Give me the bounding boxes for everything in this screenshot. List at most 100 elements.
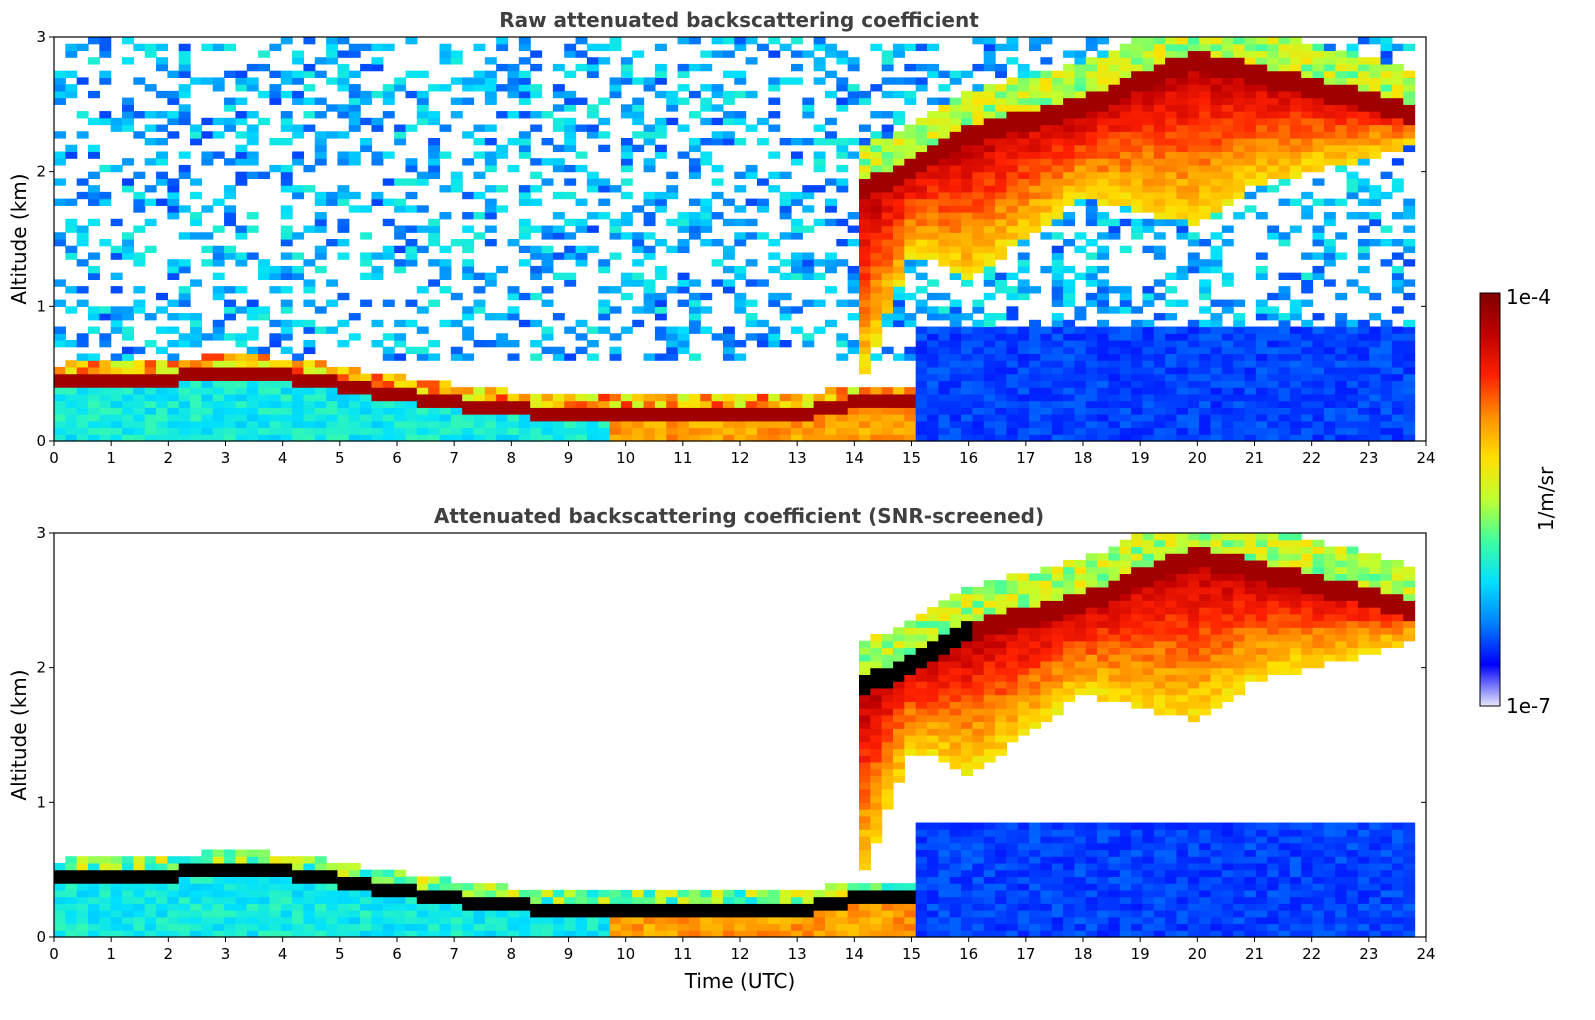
heatmap-cell — [1199, 319, 1212, 328]
heatmap-cell — [348, 43, 361, 52]
heatmap-cell — [927, 212, 939, 220]
heatmap-cell — [280, 225, 293, 233]
heatmap-cell — [790, 910, 803, 918]
heatmap-cell — [473, 77, 486, 85]
heatmap-cell — [201, 883, 214, 891]
heatmap-cell — [280, 77, 293, 85]
heatmap-cell — [881, 728, 894, 736]
heatmap-cell — [394, 340, 407, 348]
heatmap-cell — [1029, 286, 1042, 294]
heatmap-cell — [212, 272, 225, 280]
heatmap-cell — [303, 380, 316, 388]
heatmap-cell — [110, 306, 123, 314]
heatmap-cell — [1289, 414, 1302, 422]
heatmap-cell — [303, 387, 316, 395]
heatmap-cell — [813, 151, 826, 159]
heatmap-cell — [212, 292, 225, 301]
heatmap-cell — [1323, 218, 1336, 227]
heatmap-cell — [1210, 104, 1223, 112]
heatmap-cell — [620, 279, 633, 287]
heatmap-cell — [518, 37, 531, 45]
heatmap-cell — [904, 434, 917, 442]
heatmap-cell — [1029, 178, 1042, 186]
heatmap-cell — [824, 923, 837, 931]
heatmap-cell — [1346, 407, 1359, 415]
heatmap-cell — [1153, 400, 1166, 408]
heatmap-cell — [972, 225, 985, 233]
heatmap-cell — [1097, 265, 1110, 274]
heatmap-cell — [1085, 104, 1098, 112]
heatmap-cell — [666, 903, 679, 911]
heatmap-cell — [190, 393, 202, 402]
heatmap-cell — [1187, 252, 1200, 260]
heatmap-cell — [1142, 407, 1155, 415]
heatmap-cell — [1153, 313, 1166, 321]
heatmap-cell — [688, 916, 701, 925]
heatmap-cell — [88, 353, 100, 361]
heatmap-cell — [530, 434, 543, 442]
heatmap-cell — [859, 836, 871, 844]
heatmap-cell — [258, 313, 271, 321]
heatmap-cell — [99, 306, 112, 314]
heatmap-cell — [1097, 70, 1110, 78]
heatmap-cell — [348, 373, 361, 381]
heatmap-cell — [224, 862, 237, 871]
heatmap-cell — [790, 191, 803, 200]
heatmap-cell — [1051, 414, 1064, 422]
heatmap-cell — [1403, 205, 1416, 213]
heatmap-cell — [847, 420, 860, 429]
heatmap-cell — [1369, 313, 1382, 321]
heatmap-cell — [496, 889, 509, 898]
heatmap-cell — [269, 319, 282, 328]
heatmap-cell — [246, 849, 259, 857]
heatmap-cell — [518, 144, 531, 153]
heatmap-cell — [779, 414, 792, 422]
heatmap-cell — [1244, 158, 1257, 166]
heatmap-cell — [938, 434, 951, 442]
heatmap-cell — [1108, 57, 1121, 65]
heatmap-cell — [961, 340, 973, 348]
heatmap-cell — [1210, 77, 1223, 85]
heatmap-cell — [122, 420, 134, 429]
heatmap-cell — [1153, 353, 1166, 361]
heatmap-cell — [541, 414, 554, 422]
heatmap-cell — [620, 138, 633, 146]
heatmap-cell — [314, 70, 327, 78]
heatmap-cell — [1335, 77, 1348, 85]
heatmap-cell — [405, 930, 418, 938]
heatmap-cell — [643, 292, 656, 301]
heatmap-cell — [1391, 144, 1404, 153]
heatmap-cell — [1391, 111, 1404, 119]
heatmap-cell — [949, 138, 962, 146]
heatmap-cell — [881, 319, 894, 328]
heatmap-cell — [1187, 265, 1200, 274]
heatmap-cell — [609, 896, 622, 904]
heatmap-cell — [1097, 185, 1110, 193]
heatmap-cell — [1403, 407, 1416, 415]
heatmap-cell — [212, 849, 225, 857]
heatmap-cell — [280, 212, 293, 220]
heatmap-cell — [654, 191, 667, 200]
heatmap-cell — [859, 687, 871, 696]
heatmap-cell — [575, 930, 588, 938]
heatmap-cell — [552, 104, 565, 112]
heatmap-cell — [813, 185, 826, 193]
heatmap-cell — [518, 97, 531, 105]
heatmap-cell — [371, 272, 384, 280]
heatmap-cell — [915, 414, 928, 422]
heatmap-cell — [1199, 191, 1212, 200]
heatmap-cell — [156, 434, 168, 442]
heatmap-cell — [1210, 138, 1223, 146]
heatmap-cell — [1187, 84, 1200, 92]
heatmap-cell — [292, 434, 305, 442]
heatmap-cell — [881, 889, 894, 898]
heatmap-cell — [722, 896, 735, 904]
heatmap-cell — [688, 306, 701, 314]
heatmap-cell — [1391, 97, 1404, 105]
heatmap-cell — [133, 903, 146, 911]
heatmap-cell — [1210, 158, 1223, 166]
heatmap-cell — [1006, 111, 1019, 119]
heatmap-cell — [88, 930, 100, 938]
heatmap-cell — [1085, 407, 1098, 415]
heatmap-cell — [1051, 151, 1064, 159]
